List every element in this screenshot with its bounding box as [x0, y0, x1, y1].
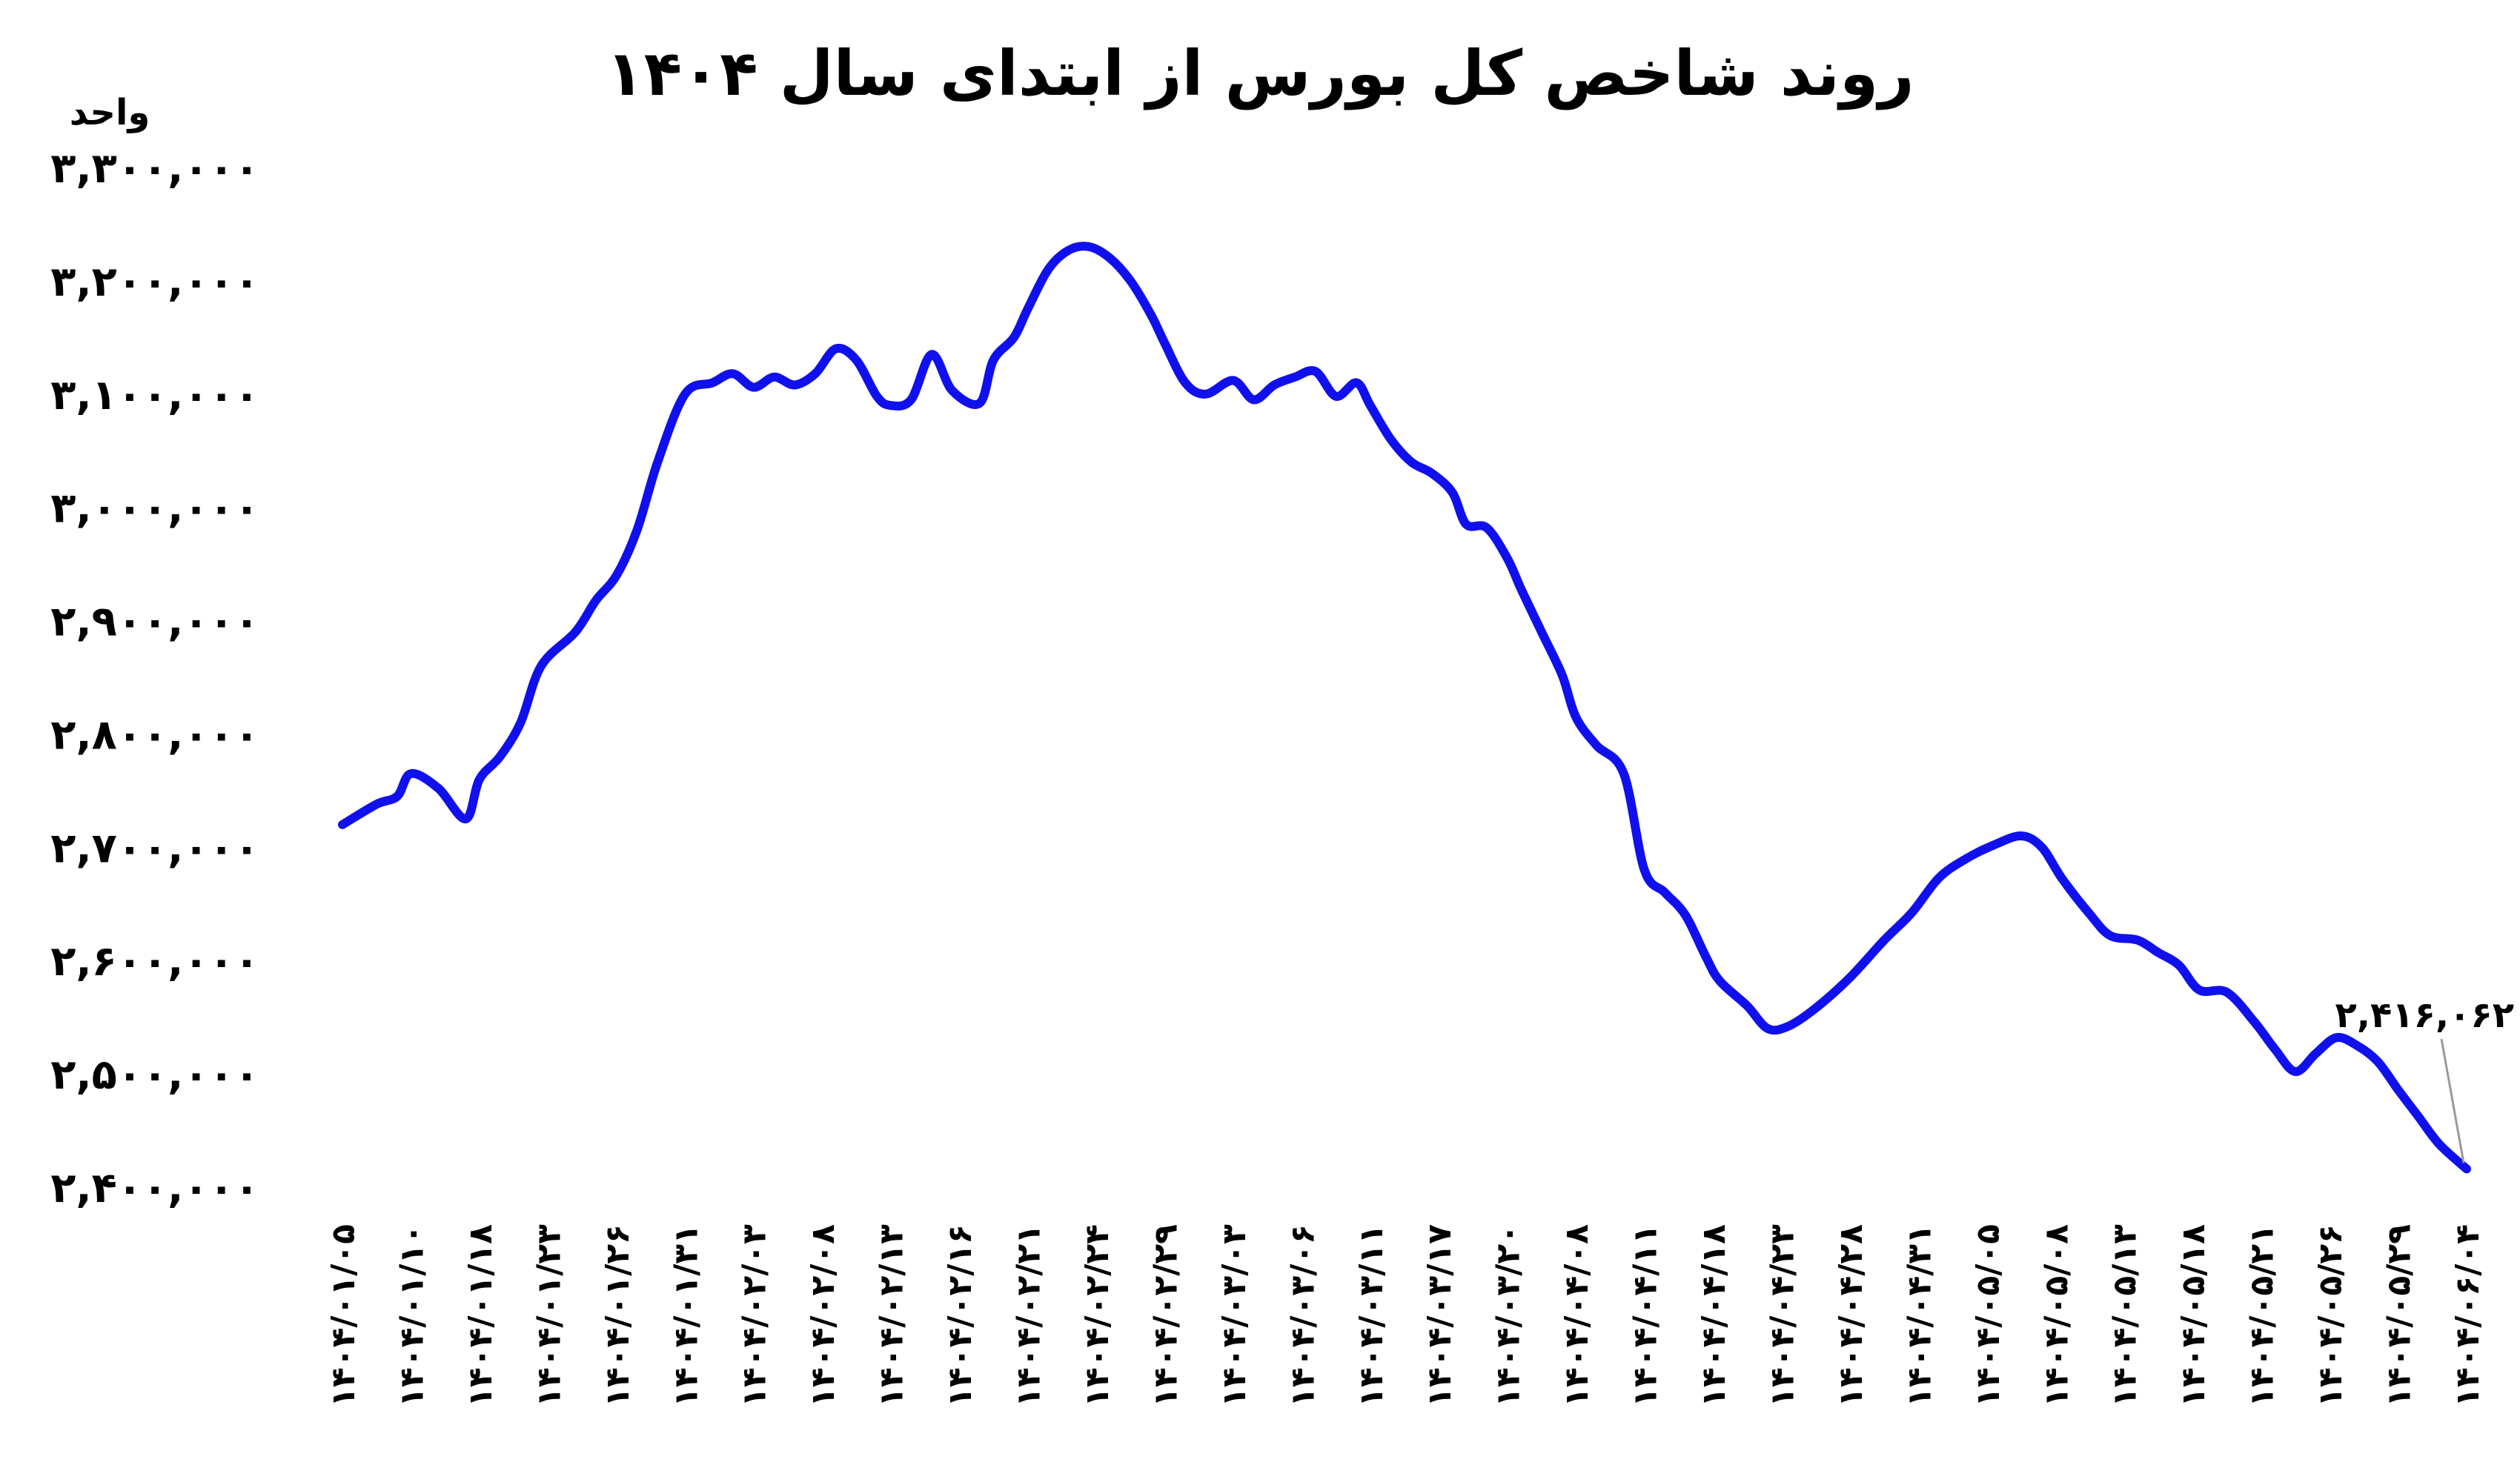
y-tick-label: ۳,۱۰۰,۰۰۰: [50, 371, 259, 419]
y-tick-label: ۲,۴۰۰,۰۰۰: [50, 1164, 259, 1212]
x-tick-label: ۱۴۰۴/۰۲/۱۶: [941, 1224, 979, 1407]
y-tick-label: ۲,۷۰۰,۰۰۰: [50, 824, 259, 872]
annotation-leader-line: [2440, 1038, 2465, 1163]
y-axis-tick-labels: ۲,۴۰۰,۰۰۰ ۲,۵۰۰,۰۰۰ ۲,۶۰۰,۰۰۰ ۲,۷۰۰,۰۰۰ ۲,۸۰…: [50, 145, 259, 1212]
x-axis-tick-labels: ۱۴۰۴/۰۱/۰۵ ۱۴۰۴/۰۱/۱۰ ۱۴۰۴/۰۱/۱۸ ۱۴۰۴/۰۱/۲۳…: [325, 1224, 2487, 1407]
y-tick-label: ۲,۸۰۰,۰۰۰: [50, 711, 259, 759]
x-tick-label: ۱۴۰۴/۰۵/۱۸: [2175, 1224, 2212, 1407]
x-tick-label: ۱۴۰۴/۰۴/۳۱: [1900, 1224, 1938, 1407]
x-tick-label: ۱۴۰۴/۰۱/۱۰: [393, 1224, 431, 1407]
y-tick-label: ۲,۵۰۰,۰۰۰: [50, 1051, 259, 1099]
x-tick-label: ۱۴۰۴/۰۲/۲۴: [1078, 1224, 1116, 1407]
x-tick-label: ۱۴۰۴/۰۵/۲۱: [2244, 1224, 2281, 1407]
x-tick-label: ۱۴۰۴/۰۲/۱۳: [873, 1224, 911, 1407]
x-tick-label: ۱۴۰۴/۰۳/۱۱: [1353, 1224, 1390, 1407]
series-layer: [338, 242, 2471, 1174]
x-tick-label: ۱۴۰۴/۰۲/۰۸: [804, 1224, 842, 1407]
x-tick-label: ۱۴۰۴/۰۱/۱۸: [462, 1224, 500, 1407]
x-tick-label: ۱۴۰۴/۰۴/۲۸: [1832, 1224, 1870, 1407]
x-tick-label: ۱۴۰۴/۰۵/۲۶: [2312, 1224, 2350, 1407]
x-tick-label: ۱۴۰۴/۰۵/۰۸: [2037, 1224, 2075, 1407]
x-tick-label: ۱۴۰۴/۰۳/۱۷: [1421, 1224, 1459, 1407]
x-tick-label: ۱۴۰۴/۰۱/۲۳: [530, 1224, 568, 1407]
x-tick-label: ۱۴۰۴/۰۴/۱۱: [1627, 1224, 1665, 1407]
y-tick-label: ۳,۳۰۰,۰۰۰: [50, 145, 259, 193]
x-tick-label: ۱۴۰۴/۰۳/۲۰: [1490, 1224, 1528, 1407]
x-tick-label: ۱۴۰۴/۰۵/۲۹: [2381, 1224, 2418, 1407]
x-tick-label: ۱۴۰۴/۰۱/۲۶: [599, 1224, 637, 1407]
x-tick-label: ۱۴۰۴/۰۶/۰۴: [2449, 1224, 2487, 1407]
x-tick-label: ۱۴۰۴/۰۲/۰۳: [736, 1224, 774, 1407]
x-tick-label: ۱۴۰۴/۰۴/۱۸: [1695, 1224, 1733, 1407]
series-line-0: [338, 242, 2471, 1174]
annotation-layer: ۲,۴۱۶,۰۶۲: [2335, 994, 2514, 1163]
x-tick-label: ۱۴۰۴/۰۲/۲۱: [1010, 1224, 1048, 1407]
y-tick-label: ۲,۹۰۰,۰۰۰: [50, 598, 259, 646]
x-tick-label: ۱۴۰۴/۰۱/۰۵: [325, 1224, 362, 1407]
x-tick-label: ۱۴۰۴/۰۴/۲۳: [1763, 1224, 1801, 1407]
x-tick-label: ۱۴۰۴/۰۳/۰۳: [1216, 1224, 1253, 1407]
x-tick-label: ۱۴۰۴/۰۲/۲۹: [1147, 1224, 1184, 1407]
x-tick-label: ۱۴۰۴/۰۴/۰۸: [1558, 1224, 1596, 1407]
chart-title: روند شاخص کل بورس از ابتدای سال ۱۴۰۴: [606, 37, 1914, 110]
y-tick-label: ۲,۶۰۰,۰۰۰: [50, 937, 259, 986]
y-axis-unit-label: واحد: [70, 92, 150, 133]
last-value-label: ۲,۴۱۶,۰۶۲: [2335, 994, 2514, 1036]
y-tick-label: ۳,۲۰۰,۰۰۰: [50, 258, 259, 306]
x-tick-label: ۱۴۰۴/۰۳/۰۶: [1284, 1224, 1322, 1407]
x-tick-label: ۱۴۰۴/۰۵/۰۵: [1969, 1224, 2007, 1407]
x-tick-label: ۱۴۰۴/۰۵/۱۳: [2106, 1224, 2144, 1407]
x-tick-label: ۱۴۰۴/۰۱/۳۱: [667, 1224, 705, 1407]
y-tick-label: ۳,۰۰۰,۰۰۰: [50, 485, 259, 533]
